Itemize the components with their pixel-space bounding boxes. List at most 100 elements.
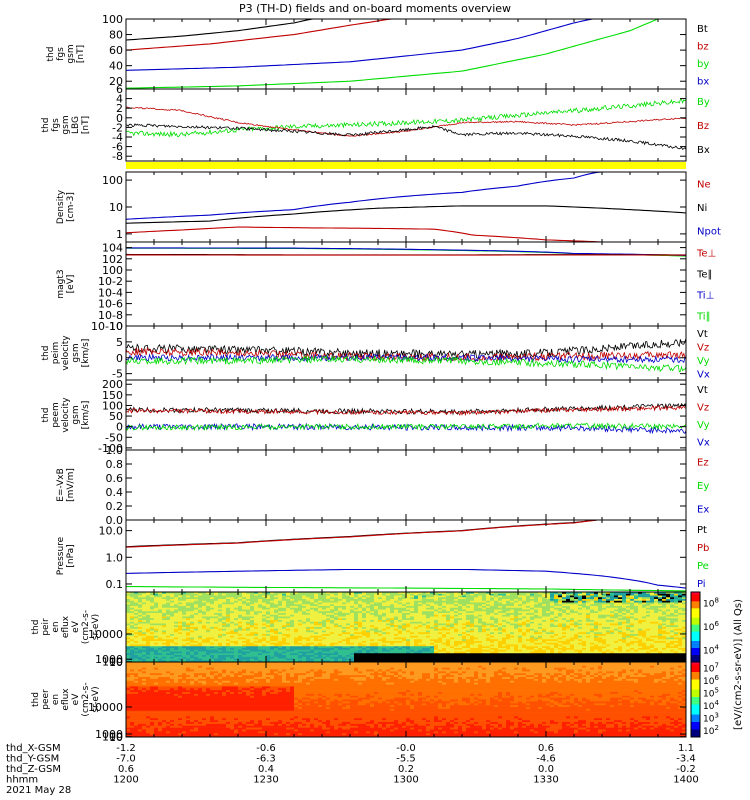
heatmap-cell [290,649,295,652]
heatmap-cell [142,658,147,661]
heatmap-cell [370,625,375,628]
heatmap-cell [490,613,495,616]
heatmap-cell [282,592,287,595]
heatmap-cell [390,597,395,600]
heatmap-cell [374,641,379,644]
heatmap-cell [490,606,495,609]
heatmap-cell [266,627,271,630]
heatmap-cell [214,625,219,628]
heatmap-cell [390,625,395,628]
heatmap-cell [474,607,479,610]
heatmap-cell [298,637,303,640]
heatmap-cell [478,635,483,638]
heatmap-cell [338,642,343,645]
heatmap-cell [246,646,251,649]
heatmap-cell [498,632,503,635]
heatmap-cell [394,607,399,610]
heatmap-cell [322,592,327,595]
heatmap-cell [174,602,179,605]
heatmap-cell [522,648,527,651]
heatmap-cell [198,649,203,652]
heatmap-cell [150,599,155,602]
heatmap-cell [470,592,475,595]
heatmap-cell [514,660,519,663]
heatmap-cell [418,600,423,603]
heatmap-cell [434,604,439,607]
heatmap-cell [474,611,479,614]
heatmap-cell [450,651,455,654]
heatmap-cell [494,628,499,631]
heatmap-cell [202,595,207,598]
heatmap-cell [230,592,235,595]
heatmap-cell [330,602,335,605]
heatmap-cell [182,655,187,658]
heatmap-cell [134,660,139,663]
heatmap-cell [374,625,379,628]
heatmap-cell [494,614,499,617]
heatmap-cell [362,649,367,652]
heatmap-cell [398,639,403,642]
heatmap-cell [406,593,411,596]
heatmap-cell [478,597,483,600]
heatmap-cell [346,642,351,645]
heatmap-cell [322,644,327,647]
heatmap-cell [390,604,395,607]
heatmap-cell [450,599,455,602]
heatmap-cell [478,604,483,607]
heatmap-cell [186,656,191,659]
heatmap-cell [286,604,291,607]
y-axis-label: Density[cm-3] [56,189,76,224]
heatmap-cell [562,637,567,640]
heatmap-cell [466,653,471,656]
heatmap-cell [278,625,283,628]
heatmap-cell [394,648,399,651]
heatmap-cell [310,651,315,654]
heatmap-cell [550,642,555,645]
heatmap-cell [518,592,523,595]
heatmap-cell [214,600,219,603]
heatmap-cell [290,637,295,640]
heatmap-cell [174,613,179,616]
heatmap-cell [526,607,531,610]
heatmap-cell [282,595,287,598]
heatmap-cell [214,620,219,623]
heatmap-cell [350,595,355,598]
heatmap-cell [266,644,271,647]
heatmap-cell [530,639,535,642]
panel-peem-vel: -100-50050100150200thdpeemvelocitygsm[km… [41,378,710,455]
heatmap-cell [402,627,407,630]
heatmap-cell [430,600,435,603]
heatmap-cell [334,606,339,609]
heatmap-cell [162,602,167,605]
heatmap-cell [486,655,491,658]
y-axis-label-line: [mV/m] [66,468,76,502]
heatmap-cell [342,611,347,614]
heatmap-cell [258,641,263,644]
heatmap-cell [430,623,435,626]
heatmap-cell [514,611,519,614]
heatmap-cell [166,660,171,663]
y-axis-label-line: Pressure [56,536,66,575]
heatmap-cell [274,593,279,596]
heatmap-cell [458,649,463,652]
heatmap-cell [274,595,279,598]
heatmap-cell [234,625,239,628]
heatmap-cell [330,653,335,656]
heatmap-cell [486,632,491,635]
heatmap-cell [174,609,179,612]
heatmap-cell [442,593,447,596]
heatmap-cell [402,625,407,628]
heatmap-cell [194,634,199,637]
heatmap-cell [458,593,463,596]
heatmap-cell [150,637,155,640]
heatmap-cell [382,658,387,661]
heatmap-cell [186,609,191,612]
y-tick-label: 100 [102,399,123,412]
heatmap-cell [538,599,543,602]
heatmap-cell [454,635,459,638]
heatmap-cell [518,616,523,619]
heatmap-cell [130,614,135,617]
heatmap-cell [178,632,183,635]
heatmap-cell [222,642,227,645]
